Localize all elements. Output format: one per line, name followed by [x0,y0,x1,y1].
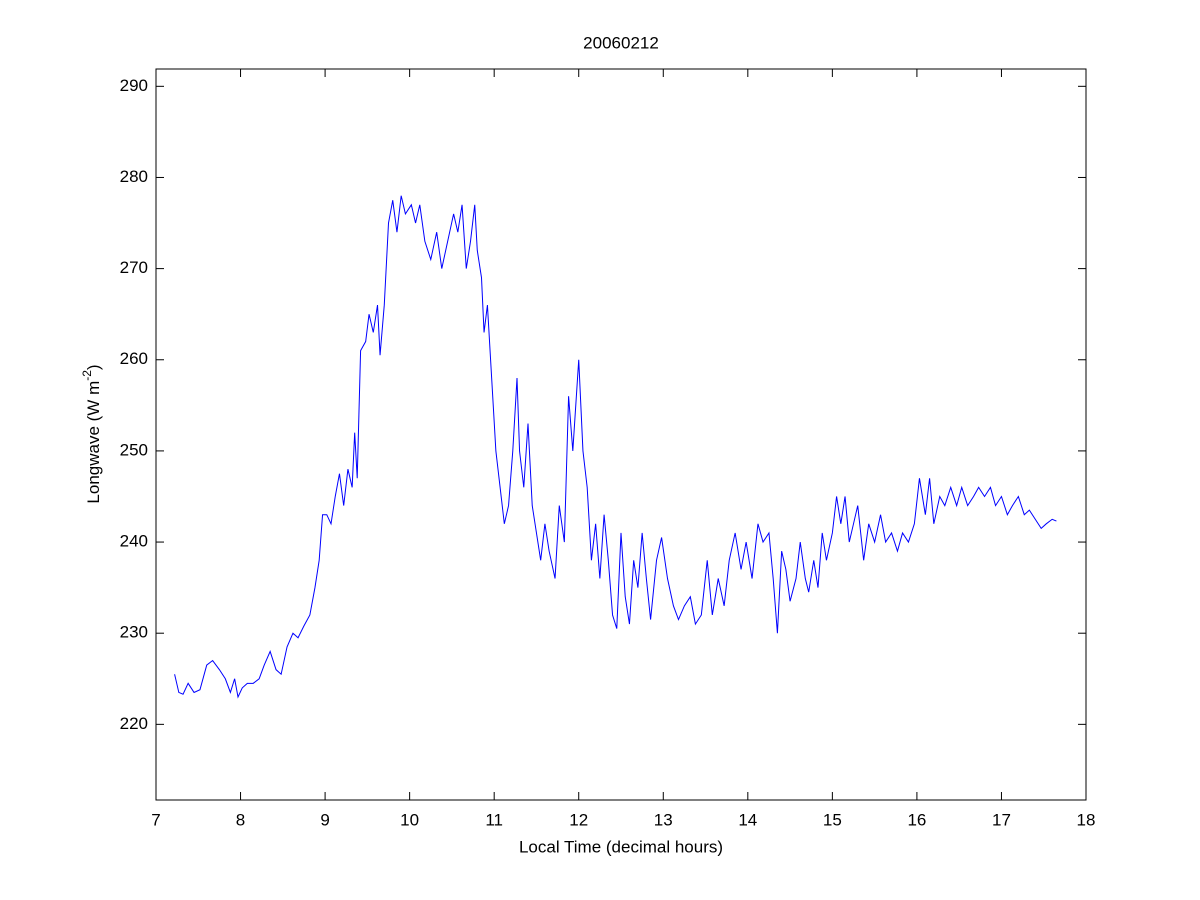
x-tick-label: 18 [1077,810,1096,829]
x-tick-label: 17 [992,810,1011,829]
x-tick-label: 14 [738,810,757,829]
y-tick-label: 220 [120,714,148,733]
x-axis-label: Local Time (decimal hours) [519,837,723,856]
x-tick-label: 13 [654,810,673,829]
plot-frame [155,68,1087,801]
x-tick-label: 7 [151,810,160,829]
x-tick-label: 9 [320,810,329,829]
x-tick-label: 10 [400,810,419,829]
y-tick-label: 250 [120,440,148,459]
data-line [174,195,1057,699]
x-tick-label: 8 [236,810,245,829]
x-tick-label: 12 [569,810,588,829]
y-tick-label: 270 [120,258,148,277]
x-tick-label: 16 [907,810,926,829]
y-tick-label: 260 [120,349,148,368]
y-axis-label: Longwave (W m-2) [80,364,103,503]
y-axis-label-sup: -2 [80,370,94,381]
x-tick-label: 15 [823,810,842,829]
y-axis-label-text: Longwave (W m [84,381,103,504]
x-tick-label: 11 [485,810,503,829]
y-axis-label-text: ) [84,364,103,370]
y-tick-label: 240 [120,532,148,551]
y-tick-label: 280 [120,167,148,186]
y-tick-label: 290 [120,76,148,95]
chart-title: 20060212 [583,33,659,52]
y-tick-label: 230 [120,623,148,642]
